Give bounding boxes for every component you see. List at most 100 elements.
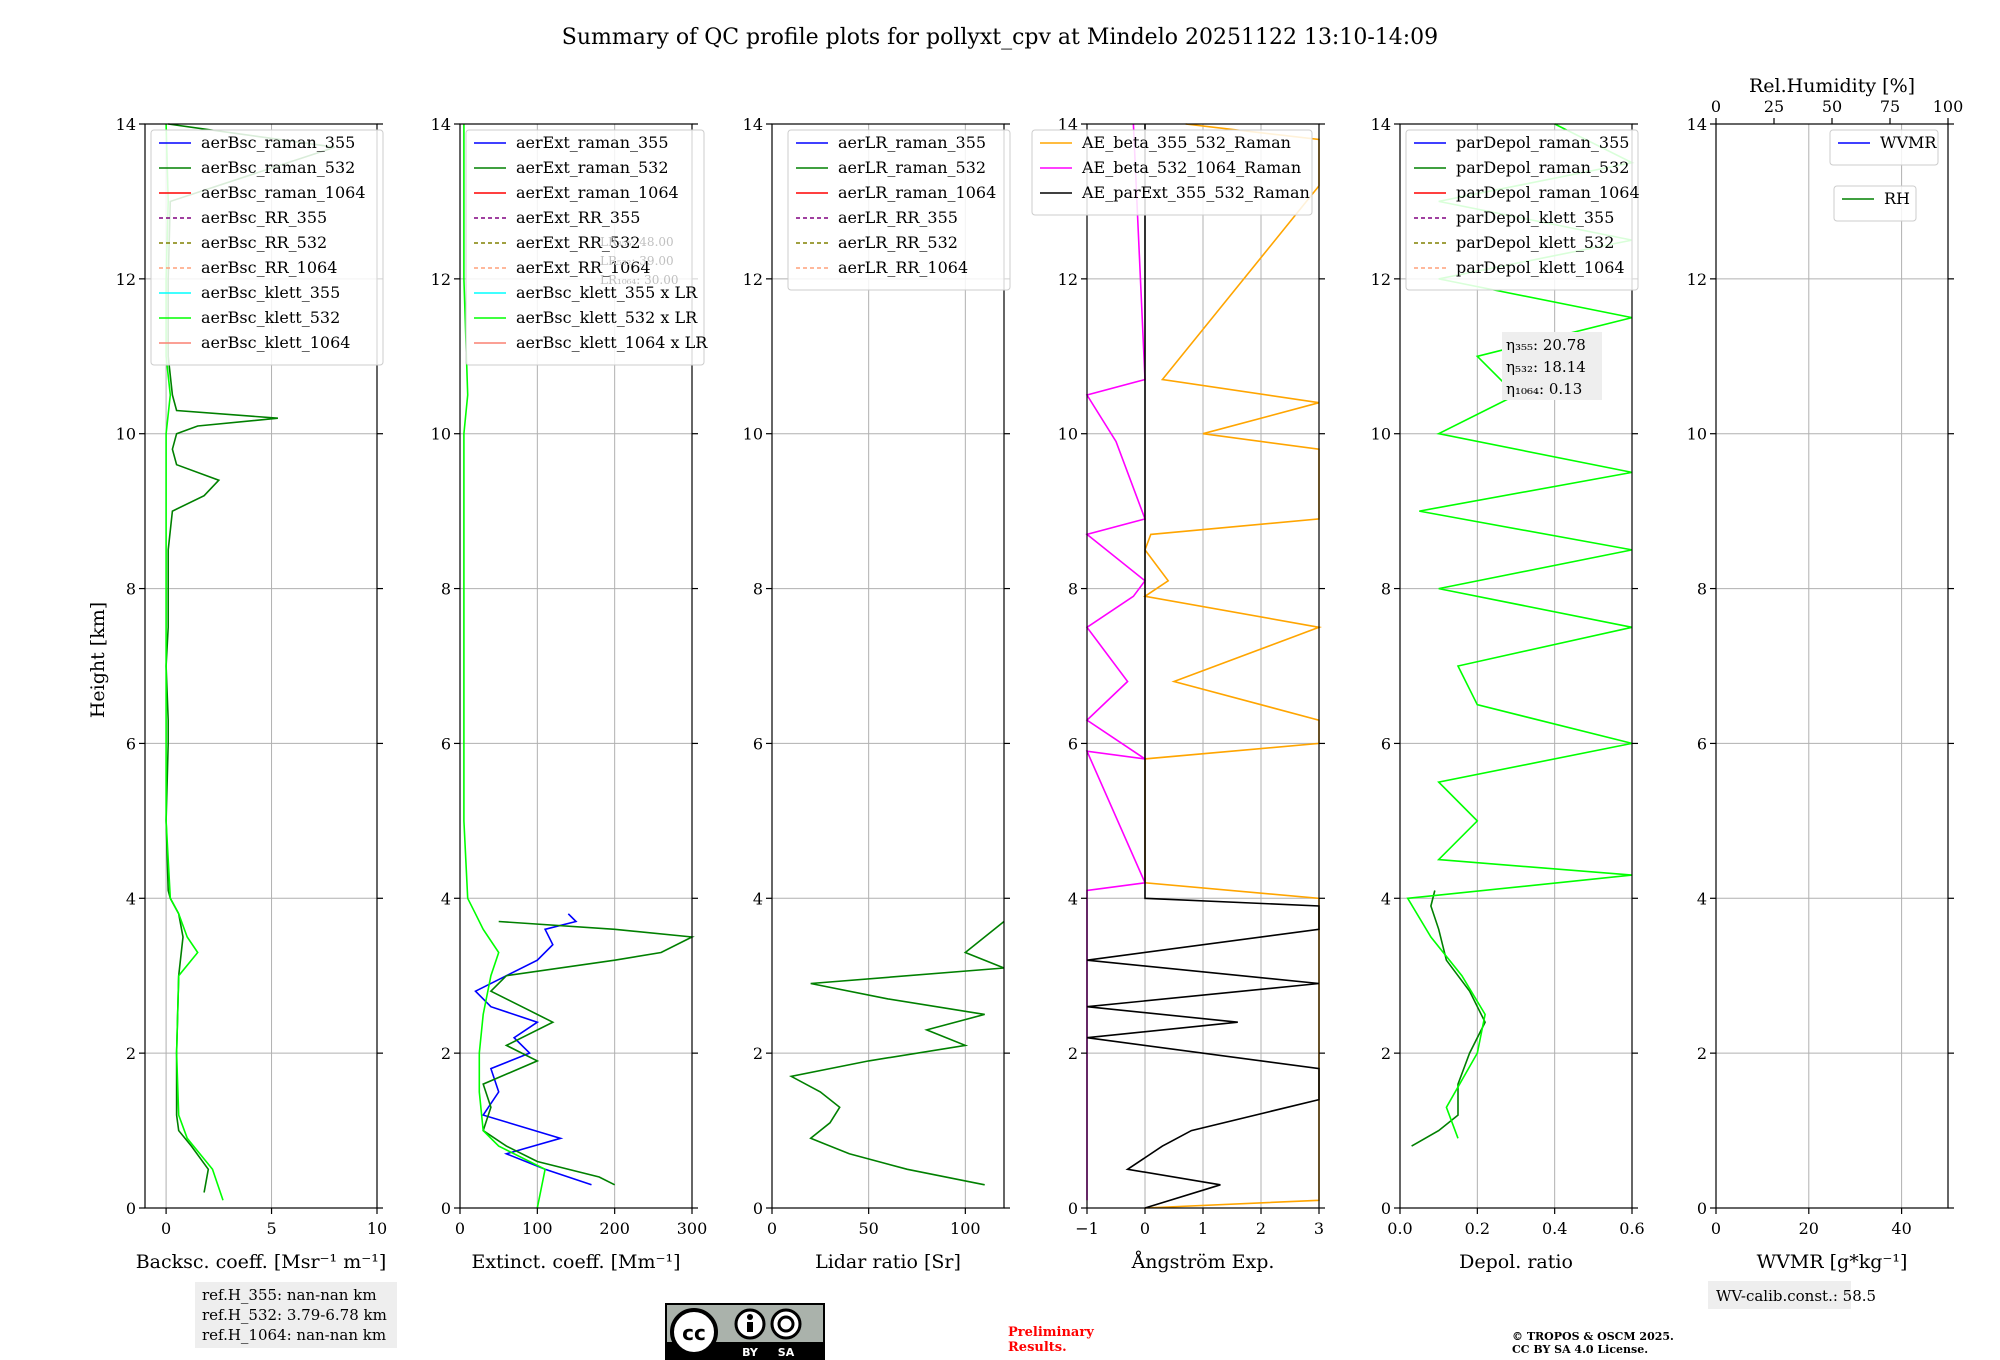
y-tick-label: 8 xyxy=(1697,580,1707,599)
legend-entry: aerExt_raman_1064 xyxy=(516,183,679,202)
ref-height-background xyxy=(195,1282,397,1348)
copyright-line-2: CC BY SA 4.0 License. xyxy=(1512,1343,1648,1356)
cc-sa-label: SA xyxy=(778,1346,795,1359)
lr-note: LR₁₀₆₄: 30.00 xyxy=(600,273,678,287)
x-axis-label: Ångström Exp. xyxy=(1131,1251,1275,1273)
series-aerExt_raman_355 xyxy=(474,913,592,1186)
legend-entry: parDepol_raman_355 xyxy=(1456,133,1629,152)
legend-background xyxy=(1829,129,1939,166)
legend-entry: AE_beta_532_1064_Raman xyxy=(1081,158,1301,177)
plot-frame xyxy=(1399,123,1633,1209)
legend-entry: WVMR xyxy=(1880,133,1937,152)
y-tick-label: 6 xyxy=(753,734,763,753)
y-tick-label: 2 xyxy=(753,1044,763,1063)
legend-entry: aerLR_raman_1064 xyxy=(838,183,996,202)
top-tick-label: 0 xyxy=(1711,97,1721,116)
legend-depolarization: parDepol_raman_355 parDepol_raman_532 parD… xyxy=(1405,129,1640,291)
y-tick-label: 4 xyxy=(753,889,763,908)
eta-note-background xyxy=(1502,332,1602,400)
legend-entry: aerBsc_klett_355 x LR xyxy=(516,283,698,302)
y-tick-label: 10 xyxy=(116,425,136,444)
cc-license-badge: cc BY SA xyxy=(665,1303,825,1360)
x-tick-label: 10 xyxy=(367,1219,387,1238)
x-tick-label: 50 xyxy=(858,1219,878,1238)
x-tick-label: 0 xyxy=(1711,1219,1721,1238)
x-axis-label: Depol. ratio xyxy=(1459,1251,1573,1273)
top-tick-label: 50 xyxy=(1822,97,1842,116)
legend-background xyxy=(1405,129,1639,291)
series-aerExt_raman_532 xyxy=(482,920,695,1186)
y-tick-label: 4 xyxy=(1381,889,1391,908)
legend-background xyxy=(465,129,705,366)
cc-logo-text: cc xyxy=(682,1321,706,1345)
series-parDepol_raman_532 xyxy=(1411,890,1486,1147)
panel-depolarization: 0 2 4 6 8 10 12 14 0.0 0.2 0.4 0.6 Depol. ratio parDe… xyxy=(1371,115,1645,1273)
legend-extinction: aerExt_raman_355 aerExt_raman_532 aerExt_r… xyxy=(465,129,708,366)
y-tick-label: 2 xyxy=(1697,1044,1707,1063)
y-tick-label: 14 xyxy=(1687,115,1707,134)
x-axis-label: Extinct. coeff. [Mm⁻¹] xyxy=(471,1251,680,1273)
preliminary-line-2: Results. xyxy=(1008,1340,1067,1355)
y-tick-label: 10 xyxy=(1371,425,1391,444)
y-tick-label: 6 xyxy=(1381,734,1391,753)
top-tick-label: 100 xyxy=(1933,97,1964,116)
figure-title: Summary of QC profile plots for pollyxt_… xyxy=(562,25,1438,50)
legend-entry: aerBsc_raman_355 xyxy=(201,133,355,152)
legend-entry: parDepol_raman_1064 xyxy=(1456,183,1640,202)
x-tick-label: 0.4 xyxy=(1542,1219,1567,1238)
y-tick-label: 12 xyxy=(1058,270,1078,289)
legend-background xyxy=(1031,129,1313,216)
lr-note: LR₅₃₂: 39.00 xyxy=(600,254,674,268)
legend-entry: aerExt_RR_1064 xyxy=(516,258,651,277)
y-tick-label: 12 xyxy=(1371,270,1391,289)
y-tick-label: 10 xyxy=(1058,425,1078,444)
preliminary-line-1: Preliminary xyxy=(1008,1325,1094,1340)
wv-calib-background xyxy=(1708,1281,1851,1309)
y-tick-label: 14 xyxy=(116,115,136,134)
y-tick-label: 12 xyxy=(431,270,451,289)
y-tick-label: 0 xyxy=(1697,1199,1707,1218)
series-AE_beta_532_1064_Raman xyxy=(1085,123,1147,1201)
top-tick-label: 75 xyxy=(1880,97,1900,116)
legend-entry: aerLR_raman_355 xyxy=(838,133,986,152)
y-tick-label: 8 xyxy=(126,580,136,599)
y-tick-label: 10 xyxy=(743,425,763,444)
x-tick-label: 5 xyxy=(266,1219,276,1238)
x-axis-label: WVMR [g*kg⁻¹] xyxy=(1757,1251,1908,1273)
legend-entry: aerLR_raman_532 xyxy=(838,158,986,177)
y-tick-label: 0 xyxy=(1068,1199,1078,1218)
x-tick-label: 1 xyxy=(1198,1219,1208,1238)
legend-entry: aerBsc_raman_532 xyxy=(201,158,355,177)
legend-entry: aerBsc_klett_355 xyxy=(201,283,340,302)
y-tick-label: 14 xyxy=(743,115,763,134)
legend-wvmr: WVMR xyxy=(1829,129,1939,166)
x-axis-label: Backsc. coeff. [Msr⁻¹ m⁻¹] xyxy=(136,1251,387,1273)
legend-lidar-ratio: aerLR_raman_355 aerLR_raman_532 aerLR_rama… xyxy=(787,129,1011,291)
y-tick-label: 2 xyxy=(441,1044,451,1063)
legend-rh: RH xyxy=(1833,185,1917,222)
y-tick-label: 10 xyxy=(1687,425,1707,444)
plot-frame xyxy=(144,123,378,1209)
y-tick-label: 2 xyxy=(1068,1044,1078,1063)
legend-entry: aerBsc_klett_532 x LR xyxy=(516,308,698,327)
y-tick-label: 0 xyxy=(1381,1199,1391,1218)
y-tick-label: 4 xyxy=(1068,889,1078,908)
x-tick-label: 2 xyxy=(1256,1219,1266,1238)
y-tick-label: 2 xyxy=(1381,1044,1391,1063)
by-person-head xyxy=(747,1314,753,1320)
x-tick-label: 40 xyxy=(1891,1219,1911,1238)
copyright-line-1: © TROPOS & OSCM 2025. xyxy=(1512,1330,1674,1343)
legend-entry: parDepol_klett_1064 xyxy=(1456,258,1625,277)
y-tick-label: 6 xyxy=(126,734,136,753)
x-tick-label: 300 xyxy=(677,1219,708,1238)
legend-entry: aerExt_raman_532 xyxy=(516,158,669,177)
cc-by-label: BY xyxy=(742,1346,759,1359)
x-tick-label: 0 xyxy=(455,1219,465,1238)
ref-height-1064: ref.H_1064: nan-nan km xyxy=(202,1326,386,1344)
legend-entry: aerBsc_RR_355 xyxy=(201,208,327,227)
legend-entry: AE_parExt_355_532_Raman xyxy=(1081,183,1310,202)
